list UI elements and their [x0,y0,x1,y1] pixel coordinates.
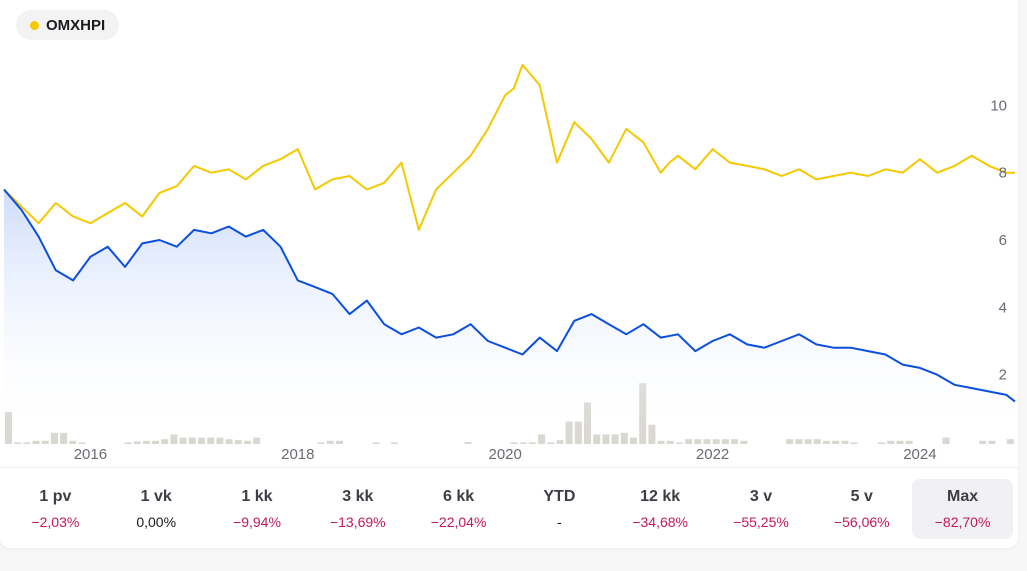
series-lines [3,63,1016,403]
volume-bar [69,440,77,444]
volume-bar [887,440,895,444]
period-button[interactable]: 3 v −55,25% [711,479,812,539]
price-line [3,188,1016,403]
period-change: - [557,514,562,530]
period-label: 1 pv [39,488,72,505]
period-change: −82,70% [934,514,991,530]
volume-bar [335,440,343,444]
legend-dot-icon [30,20,39,30]
period-label: 1 kk [241,488,273,505]
period-button[interactable]: 5 v −56,06% [811,479,912,539]
legend-label: OMXHPI [46,16,106,34]
period-selector: 1 pv −2,03% 1 vk 0,00% 1 kk −9,94% 3 kk −13,69%… [5,479,1013,539]
period-button[interactable]: 1 pv −2,03% [5,479,106,539]
period-button[interactable]: 1 kk −9,94% [207,479,308,539]
x-tick-label: 2022 [696,446,729,463]
y-tick-label: 4 [999,299,1007,316]
x-tick-label: 2016 [74,446,107,463]
x-tick-label: 2018 [281,446,314,463]
price-area-fill [4,189,1015,442]
price-chart[interactable]: 2 4 6 8 10 2016 2018 2020 2022 2024 [0,0,1018,468]
period-change: −22,04% [430,514,487,530]
volume-bar [317,442,325,444]
x-tick-label: 2024 [903,446,936,463]
volume-bar [152,440,160,444]
y-tick-label: 8 [999,165,1007,182]
volume-bar [878,442,886,444]
volume-bar [133,441,141,444]
period-button[interactable]: 6 kk −22,04% [408,479,509,539]
period-change: −56,06% [833,514,890,530]
period-change: −55,25% [733,514,789,530]
volume-bar [391,442,398,444]
volume-bar [850,442,858,444]
index-line [3,63,1015,231]
volume-bar [78,442,86,444]
period-label: Max [947,488,979,505]
period-label: 3 kk [342,488,374,505]
y-tick-label: 10 [990,97,1007,114]
period-button[interactable]: Max −82,70% [912,479,1013,539]
y-tick-label: 6 [999,232,1007,249]
period-change: −34,68% [632,514,689,530]
volume-bar [41,440,49,444]
volume-bar [823,440,830,444]
period-label: 12 kk [640,488,681,505]
period-label: 3 v [749,488,773,505]
y-tick-label: 2 [999,367,1007,384]
volume-bar [464,442,472,444]
volume-bar [556,440,564,444]
volume-bar [979,440,987,444]
period-label: YTD [543,488,576,505]
x-axis: 2016 2018 2020 2022 2024 [74,446,937,463]
period-change: −13,69% [329,514,386,530]
volume-bar [528,442,536,444]
volume-bar [14,442,22,444]
period-change: −9,94% [233,514,281,530]
y-axis: 2 4 6 8 10 [990,97,1007,383]
volume-bar [905,440,913,444]
legend-chip[interactable]: OMXHPI [16,10,120,40]
volume-bar [841,440,849,444]
volume-bar [666,440,674,444]
volume-bar [32,440,40,444]
volume-bar [988,440,996,444]
volume-bar [142,440,150,444]
period-label: 6 kk [443,488,475,505]
period-change: −2,03% [31,514,80,530]
volume-bar [234,440,242,444]
volume-bar [23,442,31,444]
volume-bar [657,440,665,444]
volume-bar [832,440,840,444]
period-button[interactable]: YTD - [509,479,610,539]
volume-bar [547,442,555,444]
volume-bar [244,440,251,444]
volume-bar [519,442,527,444]
volume-bar [124,442,132,444]
volume-bar [326,440,334,444]
period-label: 5 v [850,488,873,505]
price-area [4,189,1015,442]
volume-bar [510,442,518,444]
period-label: 1 vk [140,488,172,505]
x-tick-label: 2020 [489,446,522,463]
chart-card: 2 4 6 8 10 2016 2018 2020 2022 2024 OMXHPI 1 pv −… [0,0,1018,539]
volume-bar [372,442,380,444]
period-button[interactable]: 12 kk −34,68% [610,479,711,539]
volume-bar [675,442,683,444]
divider [0,467,1018,468]
period-button[interactable]: 3 kk −13,69% [307,479,408,539]
period-change: 0,00% [136,514,177,530]
period-button[interactable]: 1 vk 0,00% [106,479,207,539]
volume-bar [896,440,904,444]
volume-bar [740,440,748,444]
